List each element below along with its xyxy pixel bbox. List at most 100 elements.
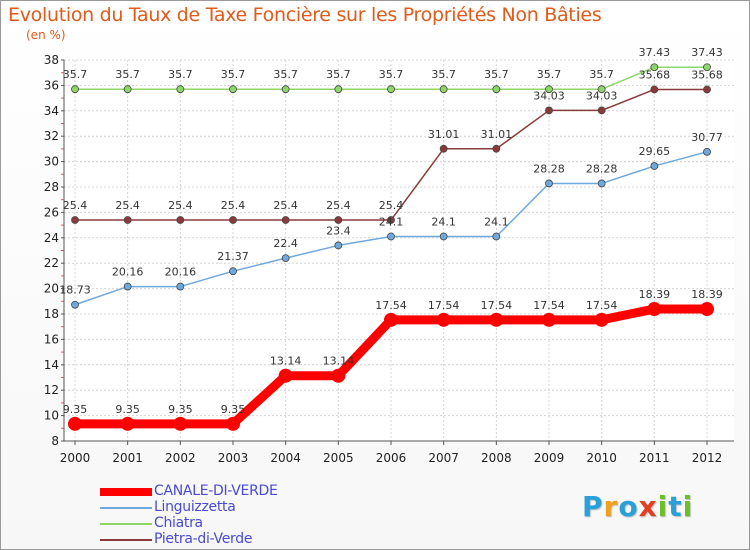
data-label: 13.14 bbox=[270, 355, 302, 368]
data-label: 9.35 bbox=[115, 403, 140, 416]
data-point bbox=[334, 85, 343, 94]
data-point bbox=[647, 302, 662, 317]
data-point bbox=[597, 179, 606, 188]
data-label: 28.28 bbox=[586, 162, 618, 175]
data-point bbox=[176, 85, 185, 94]
y-tick-label: 20 bbox=[44, 282, 59, 296]
legend-label: CANALE-DI-VERDE bbox=[154, 483, 278, 499]
data-label: 13.14 bbox=[323, 355, 355, 368]
data-point bbox=[123, 216, 132, 224]
data-point bbox=[68, 416, 82, 431]
data-point bbox=[173, 416, 188, 431]
data-label: 25.4 bbox=[379, 199, 404, 212]
y-tick-label: 28 bbox=[44, 180, 59, 194]
data-point bbox=[489, 312, 504, 327]
data-point bbox=[650, 85, 659, 94]
data-label: 35.7 bbox=[589, 68, 614, 81]
x-tick-label: 2000 bbox=[60, 451, 91, 465]
y-tick-label: 36 bbox=[44, 78, 59, 92]
data-label: 17.54 bbox=[481, 299, 513, 312]
x-tick-label: 2004 bbox=[270, 451, 301, 465]
logo-letter: o bbox=[618, 490, 639, 523]
legend-label: Chiatra bbox=[154, 515, 203, 531]
data-label: 20.16 bbox=[112, 266, 144, 279]
data-point bbox=[71, 85, 79, 94]
x-tick-label: 2007 bbox=[428, 451, 459, 465]
data-point bbox=[436, 312, 451, 327]
data-point bbox=[597, 85, 606, 94]
x-tick-label: 2002 bbox=[165, 451, 196, 465]
legend-item: Linguizzetta bbox=[100, 499, 360, 516]
data-label: 20.16 bbox=[165, 266, 197, 279]
y-tick-label: 12 bbox=[44, 383, 59, 397]
data-label: 25.4 bbox=[273, 199, 298, 212]
data-label: 25.4 bbox=[221, 199, 246, 212]
data-label: 35.7 bbox=[326, 68, 351, 81]
legend-item: CANALE-DI-VERDE bbox=[100, 483, 360, 500]
data-label: 35.68 bbox=[639, 68, 671, 81]
logo-letter: P bbox=[582, 490, 604, 523]
legend-label: Pietra-di-Verde bbox=[154, 531, 253, 547]
data-label: 9.35 bbox=[63, 403, 88, 416]
data-label: 31.01 bbox=[481, 128, 513, 141]
x-tick-label: 2006 bbox=[376, 451, 407, 465]
data-point bbox=[229, 267, 237, 276]
data-label: 35.7 bbox=[484, 68, 509, 81]
data-point bbox=[331, 368, 346, 383]
data-label: 35.7 bbox=[63, 68, 88, 81]
data-point bbox=[492, 232, 501, 241]
x-tick-label: 2010 bbox=[586, 451, 617, 465]
data-label: 34.03 bbox=[586, 89, 618, 102]
data-point bbox=[229, 85, 237, 94]
y-tick-label: 32 bbox=[44, 129, 59, 143]
data-point bbox=[700, 302, 714, 317]
data-label: 25.4 bbox=[63, 199, 88, 212]
x-tick-label: 2011 bbox=[639, 451, 670, 465]
data-point bbox=[703, 147, 711, 156]
data-label: 24.1 bbox=[484, 216, 509, 229]
y-tick-label: 16 bbox=[44, 332, 59, 346]
y-tick-label: 14 bbox=[44, 358, 59, 372]
data-point bbox=[278, 368, 293, 383]
y-tick-label: 30 bbox=[44, 155, 59, 169]
data-label: 37.43 bbox=[639, 46, 671, 59]
legend-swatch bbox=[100, 523, 152, 525]
chart-title: Evolution du Taux de Taxe Foncière sur l… bbox=[8, 4, 602, 26]
data-label: 35.7 bbox=[379, 68, 404, 81]
logo-letter: t bbox=[668, 490, 683, 523]
data-point bbox=[384, 312, 398, 327]
data-label: 17.54 bbox=[428, 299, 460, 312]
y-tick-label: 26 bbox=[44, 205, 59, 219]
data-point bbox=[650, 162, 659, 170]
data-point bbox=[229, 216, 237, 224]
data-label: 17.54 bbox=[375, 299, 407, 312]
data-label: 34.03 bbox=[533, 89, 565, 102]
y-tick-label: 22 bbox=[44, 256, 59, 270]
data-label: 35.7 bbox=[221, 68, 246, 81]
data-point bbox=[545, 179, 553, 188]
legend: CANALE-DI-VERDE Linguizzetta Chiatra Pietra… bbox=[100, 483, 360, 548]
data-label: 35.7 bbox=[273, 68, 298, 81]
data-point bbox=[703, 63, 711, 72]
data-point bbox=[439, 144, 448, 153]
legend-item: Chiatra bbox=[100, 515, 360, 532]
data-point bbox=[387, 216, 395, 224]
data-point bbox=[542, 312, 556, 327]
x-tick-label: 2001 bbox=[112, 451, 143, 465]
data-label: 17.54 bbox=[586, 299, 618, 312]
data-label: 35.7 bbox=[431, 68, 456, 81]
data-point bbox=[703, 85, 711, 94]
data-label: 9.35 bbox=[221, 403, 246, 416]
proxiti-logo: Proxiti bbox=[582, 490, 693, 523]
data-point bbox=[545, 85, 553, 94]
data-point bbox=[71, 300, 79, 309]
data-label: 31.01 bbox=[428, 128, 460, 141]
logo-letter: x bbox=[638, 490, 658, 523]
data-point bbox=[281, 216, 290, 224]
data-label: 24.1 bbox=[379, 216, 404, 229]
data-point bbox=[492, 85, 501, 94]
legend-swatch bbox=[100, 507, 152, 509]
plot-area bbox=[64, 60, 734, 441]
data-point bbox=[545, 106, 553, 115]
data-label: 35.7 bbox=[168, 68, 193, 81]
